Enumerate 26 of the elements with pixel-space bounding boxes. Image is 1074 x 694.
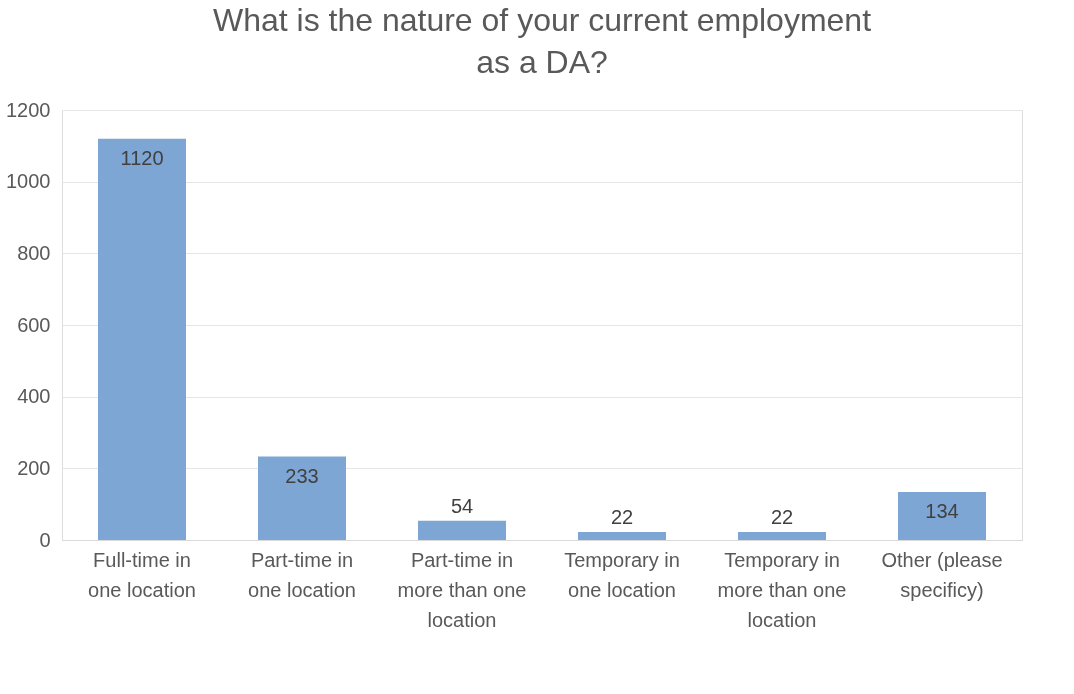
data-label: 233 [285,464,319,487]
bar [98,138,186,540]
y-tick-label: 0 [39,528,51,551]
data-label: 54 [450,494,474,517]
x-tick-label: Part-time in more than one location [397,548,527,631]
bar [898,491,986,540]
x-tick-label: Full-time in one location [88,548,196,601]
bar [738,532,826,540]
data-label: 1120 [120,146,164,169]
bar [578,532,666,540]
x-tick-label: Part-time in one location [248,548,356,601]
bar [418,520,506,540]
bar [258,456,346,540]
y-tick-label: 1200 [6,98,51,121]
chart-title: What is the nature of your current employment as a DA? [212,2,872,80]
x-tick-label: Temporary in more than one location [717,548,847,631]
y-tick-label: 800 [17,241,51,264]
y-tick-label: 1000 [6,170,51,193]
data-label: 22 [610,506,634,529]
data-label: 134 [925,499,959,522]
y-tick-label: 400 [17,385,51,408]
data-label: 22 [770,506,794,529]
y-tick-label: 200 [17,456,51,479]
x-tick-label: Temporary in one location [564,548,680,601]
y-tick-label: 600 [17,313,51,336]
x-tick-label: Other (please specificy) [881,548,1003,601]
